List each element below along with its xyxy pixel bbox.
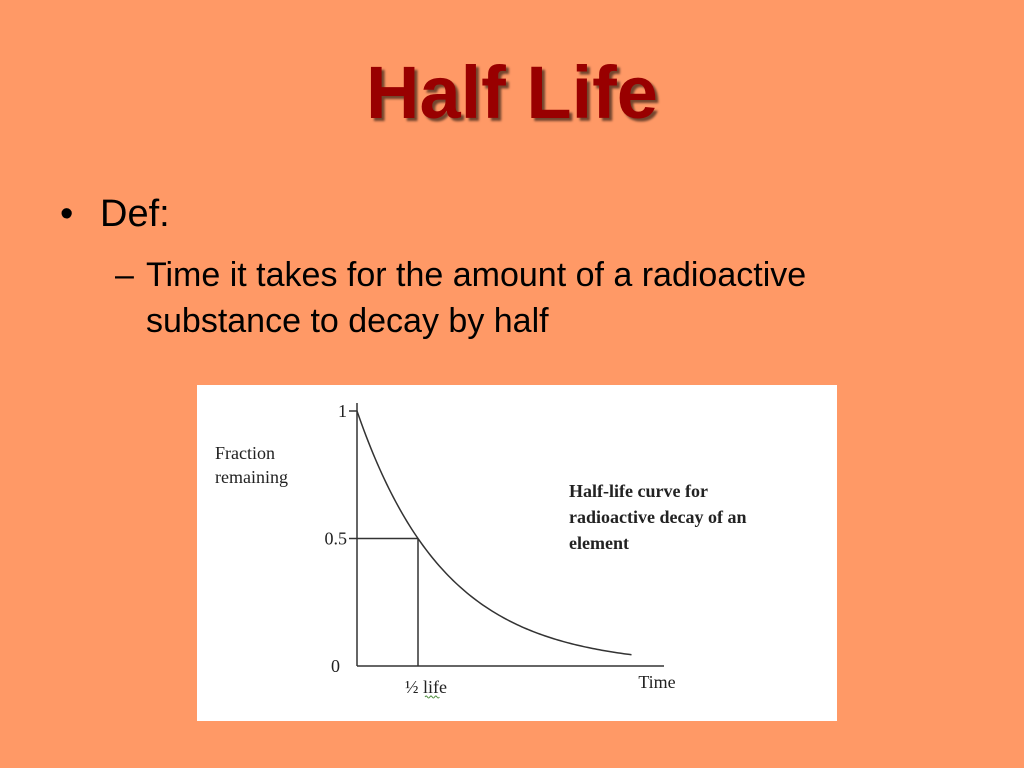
slide-title: Half Life xyxy=(366,51,658,134)
bullet-dot: • xyxy=(60,193,74,235)
y-axis-label-line-2: remaining xyxy=(215,467,288,487)
decay-curve-line xyxy=(356,410,632,656)
sub-bullet-definition: – Time it takes for the amount of a radi… xyxy=(115,252,945,344)
chart-title-line-1: Half-life curve for xyxy=(569,481,708,501)
chart-svg: 0 0.5 1 ½ life Fraction remaining Time Half-lif… xyxy=(215,401,746,699)
half-life-chart: 0 0.5 1 ½ life Fraction remaining Time Half-lif… xyxy=(197,385,837,721)
x-tick-label-0: ½ life xyxy=(405,677,447,697)
x-axis-label: Time xyxy=(638,672,675,692)
y-tick-label-1: 0.5 xyxy=(325,529,348,549)
bullet-def: • Def: xyxy=(60,190,170,238)
y-axis-label-line-1: Fraction xyxy=(215,443,275,463)
sub-bullet-text: Time it takes for the amount of a radioa… xyxy=(146,256,807,340)
y-tick-label-2: 1 xyxy=(338,401,347,421)
chart-title-line-3: element xyxy=(569,533,629,553)
bullet-def-label: Def: xyxy=(100,193,170,235)
sub-bullet-dash: – xyxy=(115,256,134,294)
y-tick-label-0: 0 xyxy=(331,656,340,676)
spellcheck-underline xyxy=(424,695,440,699)
chart-title-line-2: radioactive decay of an xyxy=(569,507,746,527)
